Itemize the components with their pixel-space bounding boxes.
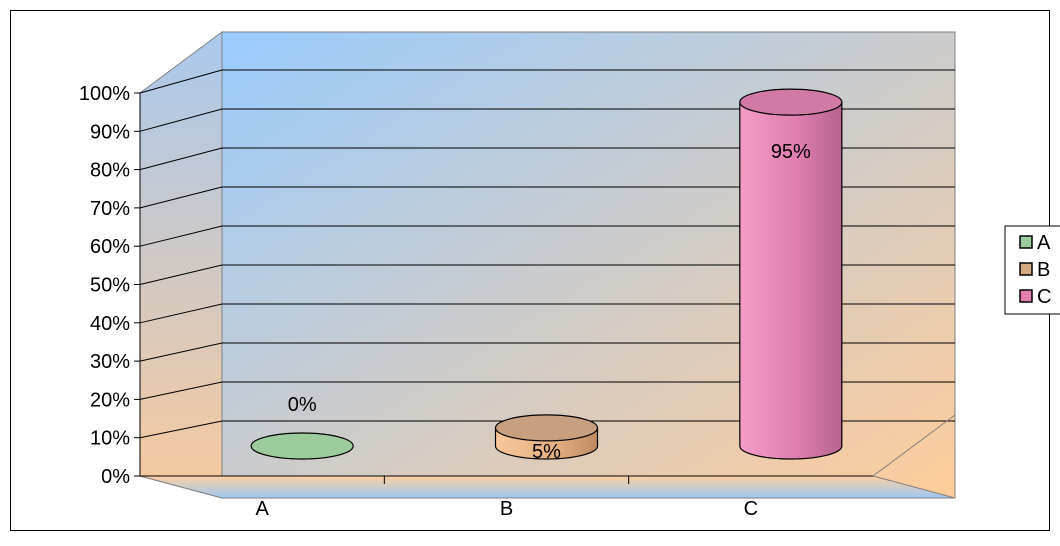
y-tick-label: 0% bbox=[101, 466, 130, 488]
x-tick-label: C bbox=[744, 498, 758, 520]
y-axis-ticks: 0% 10% 20% 30% 40% 50% 60% 70% 80% 90% 100% bbox=[79, 83, 140, 488]
cylinder-top bbox=[250, 432, 354, 460]
side-gridline bbox=[139, 342, 223, 362]
y-tick-label: 100% bbox=[79, 83, 130, 105]
x-axis-ticks: A B C bbox=[255, 476, 758, 520]
side-gridline bbox=[139, 420, 223, 439]
floor bbox=[139, 475, 956, 499]
legend-label: C bbox=[1037, 286, 1051, 308]
cylinder-c bbox=[739, 88, 843, 460]
legend-label: B bbox=[1037, 259, 1050, 281]
side-gridline bbox=[139, 108, 223, 132]
legend-swatch bbox=[1019, 235, 1033, 249]
side-wall bbox=[139, 31, 223, 499]
data-label: 5% bbox=[532, 441, 561, 463]
y-tick-label: 80% bbox=[90, 160, 130, 182]
data-labels: 0% 5% 95% bbox=[288, 141, 811, 463]
y-tick-label: 60% bbox=[90, 236, 130, 258]
cylinder-top bbox=[494, 414, 599, 442]
y-tick-label: 20% bbox=[90, 389, 130, 411]
side-gridline bbox=[139, 186, 223, 209]
y-tick-label: 70% bbox=[90, 198, 130, 220]
side-gridline bbox=[139, 264, 223, 285]
floor-depth-line bbox=[872, 414, 956, 477]
y-tick-label: 40% bbox=[90, 313, 130, 335]
y-tick-label: 50% bbox=[90, 275, 130, 297]
y-tick-label: 10% bbox=[90, 428, 130, 450]
legend-swatch bbox=[1019, 289, 1033, 303]
data-label: 95% bbox=[771, 141, 811, 163]
side-gridline bbox=[139, 69, 223, 94]
legend-swatch bbox=[1019, 262, 1033, 276]
legend-label: A bbox=[1037, 232, 1051, 254]
cylinder-top bbox=[739, 88, 843, 116]
cylinder-a bbox=[250, 432, 354, 460]
y-tick-label: 90% bbox=[90, 121, 130, 143]
legend: ABC bbox=[1004, 225, 1060, 315]
y-tick-label: 30% bbox=[90, 351, 130, 373]
cylinder-b bbox=[494, 414, 599, 460]
x-tick-label: A bbox=[255, 498, 269, 520]
cylinders bbox=[250, 88, 843, 460]
x-tick-label: B bbox=[500, 498, 513, 520]
side-gridline bbox=[139, 147, 223, 171]
side-gridline bbox=[139, 225, 223, 247]
side-gridline bbox=[139, 381, 223, 400]
side-gridline bbox=[139, 303, 223, 324]
data-label: 0% bbox=[288, 394, 317, 416]
cylinder-body bbox=[739, 101, 843, 460]
